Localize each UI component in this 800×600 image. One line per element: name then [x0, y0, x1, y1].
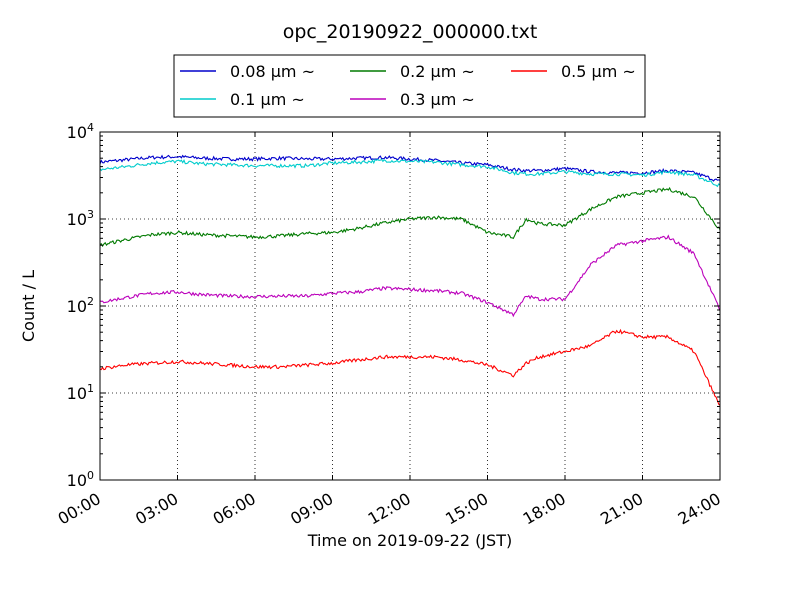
legend-label: 0.3 μm ~ [400, 90, 475, 109]
legend: 0.08 μm ~ 0.1 μm ~ 0.2 μm ~ 0.3 μm ~ 0.5 μm … [173, 54, 646, 118]
series-lines [99, 154, 721, 406]
legend-label: 0.08 μm ~ [230, 62, 315, 81]
grid-lines [100, 132, 720, 480]
x-axis-label: Time on 2019-09-22 (JST) [307, 531, 512, 550]
legend-label: 0.1 μm ~ [230, 90, 305, 109]
series-line [99, 328, 721, 406]
series-line [99, 234, 721, 318]
series-line [99, 158, 721, 188]
y-axis-label: Count / L [19, 270, 38, 342]
legend-label: 0.5 μm ~ [561, 62, 636, 81]
y-tick-label: 100 [67, 469, 94, 490]
chart-title: opc_20190922_000000.txt [283, 21, 538, 43]
legend-label: 0.2 μm ~ [400, 62, 475, 81]
y-tick-label: 103 [67, 208, 94, 229]
y-tick-label: 102 [67, 295, 94, 316]
legend-box [173, 54, 646, 118]
series-line [99, 154, 721, 182]
series-line [99, 186, 721, 248]
y-tick-label: 101 [67, 382, 94, 403]
y-tick-label: 104 [67, 121, 94, 142]
